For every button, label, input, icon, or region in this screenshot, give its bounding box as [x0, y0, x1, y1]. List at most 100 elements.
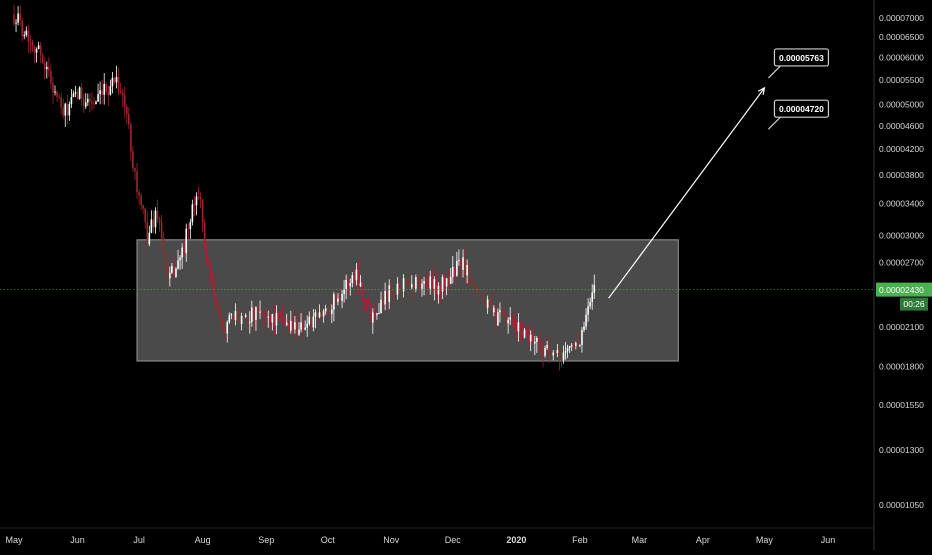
candle-body: [240, 315, 243, 325]
candle: [267, 310, 270, 328]
candle: [374, 303, 376, 322]
candle-body: [529, 334, 532, 342]
candle: [203, 218, 206, 251]
candle-body: [177, 260, 179, 269]
candle-body: [388, 285, 391, 302]
candle: [312, 308, 315, 332]
price-axis-tick-label: 0.00005000: [879, 99, 924, 109]
candle-body: [169, 272, 171, 279]
candle-body: [425, 281, 427, 283]
candle-body: [443, 276, 446, 287]
price-axis-tick-label: 0.00005500: [879, 75, 924, 85]
candle-body: [519, 322, 522, 333]
price-axis-tick-label: 0.00001800: [879, 362, 924, 372]
candle-body: [451, 266, 454, 277]
candle-body: [228, 315, 231, 323]
candle-body: [402, 278, 405, 292]
candle: [238, 309, 241, 330]
candle: [19, 5, 21, 26]
candle-body: [17, 13, 19, 23]
candle: [205, 242, 208, 267]
candle-body: [445, 278, 448, 287]
countdown-tag-label: 00:26: [903, 299, 925, 309]
candle-body: [107, 91, 110, 95]
candle: [78, 86, 81, 100]
candle: [39, 42, 42, 64]
candle-body: [201, 199, 204, 223]
candle: [324, 304, 327, 315]
candle: [341, 289, 343, 309]
candle-body: [486, 299, 489, 308]
candle-body: [386, 291, 388, 302]
price-callout-box: [773, 99, 830, 118]
candle-body: [111, 77, 114, 87]
candle-body: [577, 343, 579, 346]
candle: [33, 45, 36, 64]
candle-body: [482, 294, 485, 301]
candle-body: [144, 208, 147, 223]
candle: [533, 335, 536, 356]
candle-body: [378, 313, 380, 315]
candle: [31, 40, 34, 52]
candle-body: [374, 312, 376, 315]
candle-body: [302, 322, 304, 330]
candle: [497, 308, 499, 326]
candle: [248, 311, 251, 334]
candle-body: [125, 106, 128, 115]
candle-body: [511, 317, 514, 319]
candle: [169, 266, 171, 287]
candle: [43, 57, 46, 80]
candle-body: [396, 283, 399, 295]
time-axis-tick-label: Mar: [632, 535, 648, 545]
candle: [376, 312, 378, 320]
candle-body: [345, 279, 347, 290]
candle: [136, 163, 138, 199]
candle: [464, 247, 466, 283]
candle-body: [60, 97, 62, 108]
candle: [456, 251, 458, 277]
candle: [191, 199, 194, 226]
candle: [550, 351, 552, 358]
candle-body: [93, 103, 95, 105]
candle-body: [394, 294, 397, 296]
candle: [556, 344, 559, 358]
time-axis[interactable]: May Jun Jul Aug Sep Oct Nov Dec 2020 Feb Mar Apr May…: [5, 535, 835, 545]
candle: [160, 214, 163, 247]
candle: [52, 76, 54, 104]
candle-body: [546, 345, 548, 348]
projection-arrow-line[interactable]: [608, 87, 765, 299]
candle-body: [527, 335, 530, 342]
candle: [162, 231, 165, 265]
candle-body: [579, 344, 581, 346]
range-box[interactable]: [136, 239, 679, 362]
candle: [294, 316, 296, 334]
candle: [435, 271, 438, 300]
candle: [70, 89, 73, 108]
candle: [207, 258, 210, 268]
candle-body: [224, 325, 226, 334]
candle: [335, 292, 337, 305]
candle: [128, 107, 130, 130]
candle: [308, 311, 311, 326]
candle-body: [148, 232, 151, 245]
price-callout[interactable]: 0.00004720: [768, 99, 830, 130]
candle: [542, 340, 544, 368]
price-axis[interactable]: 0.00007000 0.00006500 0.00006000 0.00005500…: [879, 13, 924, 510]
candle-body: [212, 280, 214, 284]
candle-body: [74, 92, 77, 94]
candle: [359, 274, 362, 288]
price-callout[interactable]: 0.00005763: [768, 48, 830, 79]
candle-body: [27, 30, 30, 42]
candle: [265, 305, 267, 321]
candle: [593, 274, 596, 299]
candle: [445, 277, 448, 296]
candle-body: [199, 197, 202, 200]
candle-body: [478, 291, 481, 293]
candle: [501, 306, 503, 316]
candle: [503, 310, 505, 317]
candle-body: [103, 83, 106, 95]
candle: [331, 304, 333, 324]
candle-body: [82, 98, 85, 107]
